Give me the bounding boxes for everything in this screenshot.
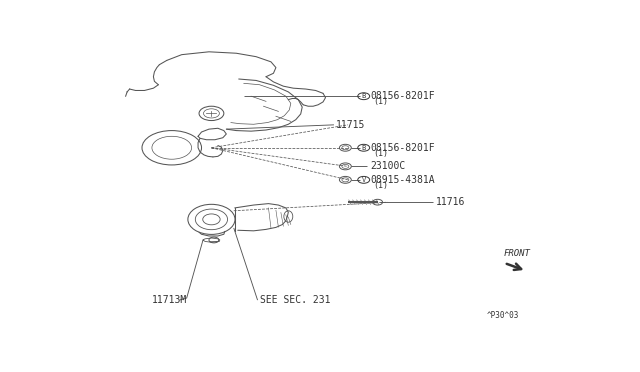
Text: (1): (1) [374,97,388,106]
Text: V: V [362,177,366,183]
Text: 11716: 11716 [436,197,465,207]
Text: (1): (1) [374,181,388,190]
Text: FRONT: FRONT [504,249,531,258]
Text: B: B [362,93,366,99]
Text: 23100C: 23100C [371,161,406,171]
Text: (1): (1) [374,149,388,158]
Text: 08156-8201F: 08156-8201F [371,143,435,153]
Text: 11715: 11715 [336,120,365,130]
Text: SEE SEC. 231: SEE SEC. 231 [260,295,330,305]
Text: 08156-8201F: 08156-8201F [371,91,435,101]
Text: ^P30^03: ^P30^03 [486,311,519,320]
Text: 08915-4381A: 08915-4381A [371,175,435,185]
Text: 11713M: 11713M [152,295,187,305]
Text: B: B [362,145,366,151]
